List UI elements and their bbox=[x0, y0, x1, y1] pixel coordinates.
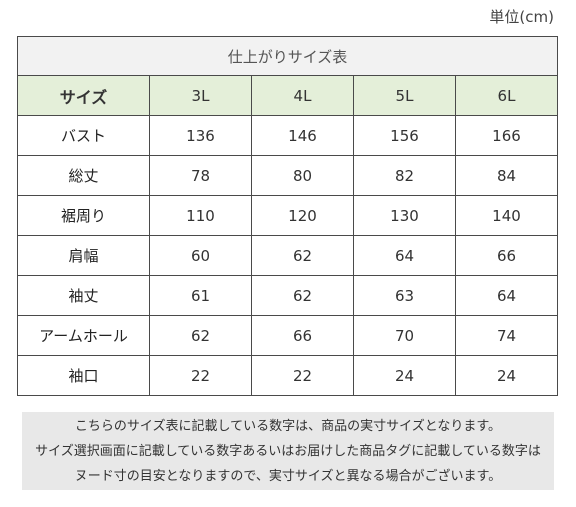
table-cell: 22 bbox=[149, 355, 252, 396]
table-cell: 140 bbox=[455, 195, 558, 236]
row-label: 総丈 bbox=[17, 155, 150, 196]
row-label: 袖口 bbox=[17, 355, 150, 396]
table-cell: 61 bbox=[149, 275, 252, 316]
table-title-row: 仕上がりサイズ表 bbox=[17, 36, 558, 76]
table-row: バスト 136 146 156 166 bbox=[17, 115, 558, 156]
table-row: 袖口 22 22 24 24 bbox=[17, 355, 558, 396]
table-cell: 63 bbox=[353, 275, 456, 316]
row-label: 袖丈 bbox=[17, 275, 150, 316]
table-cell: 136 bbox=[149, 115, 252, 156]
table-row: 袖丈 61 62 63 64 bbox=[17, 275, 558, 316]
table-cell: 156 bbox=[353, 115, 456, 156]
note-line: ヌード寸の目安となりますので、実寸サイズと異なる場合がございます。 bbox=[74, 468, 502, 484]
table-cell: 62 bbox=[251, 275, 354, 316]
header-cell-3l: 3L bbox=[149, 75, 252, 116]
table-cell: 84 bbox=[455, 155, 558, 196]
table-cell: 62 bbox=[251, 235, 354, 276]
size-note-box: こちらのサイズ表に記載している数字は、商品の実寸サイズとなります。 サイズ選択画… bbox=[22, 412, 554, 490]
table-row: 総丈 78 80 82 84 bbox=[17, 155, 558, 196]
row-label: 肩幅 bbox=[17, 235, 150, 276]
header-cell-6l: 6L bbox=[455, 75, 558, 116]
table-cell: 130 bbox=[353, 195, 456, 236]
table-cell: 66 bbox=[251, 315, 354, 356]
unit-label: 単位(cm) bbox=[489, 8, 554, 26]
table-cell: 60 bbox=[149, 235, 252, 276]
table-cell: 22 bbox=[251, 355, 354, 396]
table-title: 仕上がりサイズ表 bbox=[17, 36, 558, 76]
table-cell: 82 bbox=[353, 155, 456, 196]
table-row: 肩幅 60 62 64 66 bbox=[17, 235, 558, 276]
header-cell-4l: 4L bbox=[251, 75, 354, 116]
row-label: アームホール bbox=[17, 315, 150, 356]
table-cell: 64 bbox=[353, 235, 456, 276]
table-cell: 70 bbox=[353, 315, 456, 356]
table-cell: 64 bbox=[455, 275, 558, 316]
table-header-row: サイズ 3L 4L 5L 6L bbox=[17, 75, 558, 116]
note-line: こちらのサイズ表に記載している数字は、商品の実寸サイズとなります。 bbox=[74, 418, 502, 434]
table-cell: 80 bbox=[251, 155, 354, 196]
table-cell: 74 bbox=[455, 315, 558, 356]
table-cell: 66 bbox=[455, 235, 558, 276]
table-cell: 146 bbox=[251, 115, 354, 156]
size-table: 仕上がりサイズ表 サイズ 3L 4L 5L 6L バスト 136 146 156… bbox=[17, 36, 558, 396]
table-cell: 166 bbox=[455, 115, 558, 156]
note-line: サイズ選択画面に記載している数字あるいはお届けした商品タグに記載している数字は bbox=[35, 443, 541, 459]
header-cell-5l: 5L bbox=[353, 75, 456, 116]
table-row: 裾周り 110 120 130 140 bbox=[17, 195, 558, 236]
table-cell: 24 bbox=[455, 355, 558, 396]
table-row: アームホール 62 66 70 74 bbox=[17, 315, 558, 356]
header-cell-size: サイズ bbox=[17, 75, 150, 116]
table-cell: 120 bbox=[251, 195, 354, 236]
row-label: バスト bbox=[17, 115, 150, 156]
table-cell: 24 bbox=[353, 355, 456, 396]
table-cell: 62 bbox=[149, 315, 252, 356]
row-label: 裾周り bbox=[17, 195, 150, 236]
table-cell: 110 bbox=[149, 195, 252, 236]
table-cell: 78 bbox=[149, 155, 252, 196]
